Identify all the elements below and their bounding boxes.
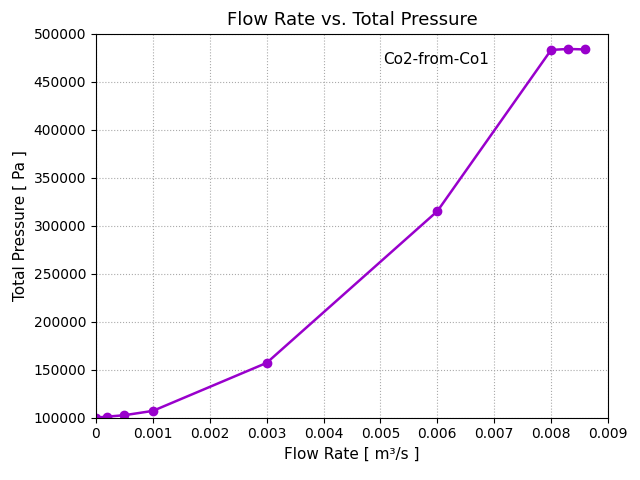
Title: Flow Rate vs. Total Pressure: Flow Rate vs. Total Pressure	[227, 11, 477, 29]
Text: Co2-from-Co1: Co2-from-Co1	[383, 52, 489, 67]
Y-axis label: Total Pressure [ Pa ]: Total Pressure [ Pa ]	[13, 150, 28, 301]
X-axis label: Flow Rate [ m³/s ]: Flow Rate [ m³/s ]	[284, 447, 420, 462]
